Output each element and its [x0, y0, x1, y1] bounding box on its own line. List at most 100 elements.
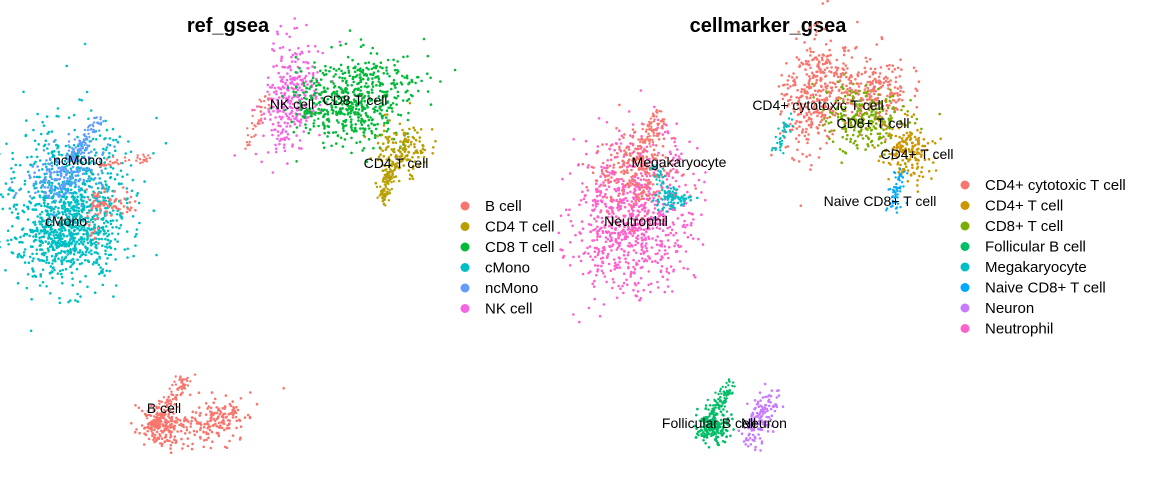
scatter-point: [266, 151, 270, 154]
scatter-point: [305, 23, 308, 27]
scatter-point: [141, 161, 144, 164]
scatter-point: [53, 236, 56, 240]
scatter-point: [80, 202, 84, 206]
scatter-point: [588, 245, 592, 248]
scatter-point: [290, 97, 294, 100]
scatter-point: [792, 79, 795, 83]
scatter-point: [355, 141, 358, 145]
scatter-point: [294, 91, 298, 94]
scatter-point: [137, 406, 141, 410]
scatter-point: [600, 226, 603, 230]
scatter-point: [292, 130, 296, 134]
scatter-point: [47, 214, 51, 217]
scatter-point: [313, 61, 316, 64]
scatter-point: [388, 192, 392, 195]
scatter-point: [233, 409, 237, 413]
scatter-point: [381, 200, 384, 203]
scatter-point: [291, 106, 294, 110]
scatter-point: [619, 207, 622, 210]
scatter-point: [580, 220, 584, 223]
scatter-point: [196, 420, 199, 424]
scatter-point: [73, 180, 77, 183]
scatter-point: [624, 183, 628, 187]
scatter-point: [209, 406, 213, 410]
scatter-point: [90, 150, 93, 153]
scatter-point: [56, 240, 59, 243]
scatter-point: [67, 132, 71, 136]
scatter-point: [164, 423, 168, 426]
scatter-point: [47, 143, 51, 146]
scatter-point: [805, 91, 809, 94]
scatter-point: [669, 231, 672, 235]
scatter-point: [406, 55, 409, 58]
scatter-point: [154, 418, 158, 421]
scatter-point: [303, 93, 306, 96]
scatter-point: [281, 137, 284, 141]
scatter-point: [339, 110, 343, 113]
scatter-point: [83, 156, 86, 160]
scatter-point: [656, 118, 660, 122]
scatter-point: [12, 189, 15, 193]
scatter-point: [377, 77, 381, 80]
scatter-point: [101, 196, 105, 199]
scatter-point: [274, 150, 278, 154]
scatter-point: [32, 240, 36, 243]
scatter-point: [73, 128, 76, 132]
scatter-point: [231, 416, 235, 419]
scatter-point: [408, 127, 411, 131]
scatter-point: [129, 164, 133, 167]
scatter-point: [658, 170, 662, 173]
scatter-point: [326, 113, 330, 116]
scatter-point: [70, 177, 73, 180]
scatter-point: [290, 82, 293, 85]
scatter-point: [79, 161, 82, 164]
scatter-point: [610, 239, 613, 242]
scatter-point: [828, 81, 832, 84]
scatter-point: [331, 111, 335, 115]
scatter-point: [593, 279, 596, 283]
scatter-point: [315, 79, 319, 82]
scatter-point: [339, 136, 343, 140]
scatter-point: [52, 213, 55, 217]
scatter-point: [650, 260, 654, 264]
scatter-point: [340, 69, 343, 73]
scatter-point: [76, 174, 80, 177]
scatter-point: [578, 320, 581, 324]
scatter-point: [35, 175, 39, 179]
scatter-point: [54, 205, 57, 209]
scatter-point: [567, 213, 570, 217]
scatter-point: [268, 93, 271, 96]
scatter-point: [689, 233, 693, 237]
scatter-point: [363, 135, 367, 139]
scatter-point: [111, 232, 114, 235]
scatter-point: [77, 171, 80, 174]
scatter-point: [53, 268, 56, 272]
scatter-point: [217, 408, 220, 412]
scatter-point: [626, 283, 629, 287]
scatter-point: [67, 154, 70, 157]
scatter-point: [386, 90, 389, 93]
scatter-point: [73, 185, 77, 189]
scatter-point: [395, 82, 399, 85]
scatter-point: [831, 132, 834, 136]
scatter-point: [191, 410, 195, 414]
scatter-point: [63, 205, 66, 208]
scatter-point: [347, 71, 351, 74]
scatter-point: [260, 113, 263, 117]
scatter-point: [262, 134, 265, 137]
scatter-point: [346, 84, 350, 87]
scatter-point: [286, 132, 290, 136]
scatter-point: [86, 241, 90, 245]
scatter-point: [54, 255, 57, 258]
scatter-point: [647, 237, 651, 241]
scatter-point: [42, 149, 46, 152]
scatter-point: [826, 66, 829, 70]
scatter-point: [362, 131, 365, 134]
scatter-point: [283, 149, 287, 153]
scatter-point: [589, 255, 592, 258]
scatter-point: [119, 201, 123, 205]
scatter-point: [47, 162, 50, 166]
scatter-point: [386, 101, 389, 104]
scatter-point: [109, 172, 112, 175]
scatter-point: [67, 218, 70, 221]
